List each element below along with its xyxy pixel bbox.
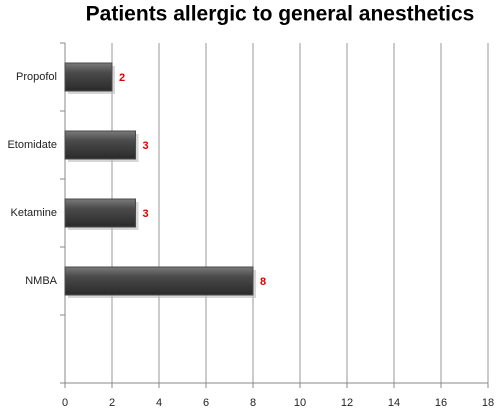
x-tick-label: 2: [109, 397, 115, 409]
bar: [64, 130, 136, 160]
x-tick-label: 18: [482, 397, 494, 409]
x-tick-label: 6: [203, 397, 209, 409]
value-label: 8: [260, 276, 266, 288]
x-tick-label: 16: [435, 397, 447, 409]
bar: [64, 266, 254, 296]
y-tick-label: Etomidate: [7, 139, 57, 151]
y-tick-label: Propofol: [16, 71, 57, 83]
x-tick-label: 14: [388, 397, 400, 409]
y-tick-label: NMBA: [25, 275, 57, 287]
chart-title: Patients allergic to general anesthetics: [86, 3, 475, 26]
x-tick-label: 12: [341, 397, 353, 409]
y-tick-label: Ketamine: [11, 207, 57, 219]
bar: [64, 198, 136, 228]
value-label: 3: [143, 140, 149, 152]
value-label: 2: [119, 72, 125, 84]
value-label: 3: [143, 208, 149, 220]
x-tick-label: 4: [156, 397, 162, 409]
x-tick-label: 10: [294, 397, 306, 409]
x-tick-label: 0: [62, 397, 68, 409]
x-tick-label: 8: [250, 397, 256, 409]
bar: [64, 62, 113, 92]
